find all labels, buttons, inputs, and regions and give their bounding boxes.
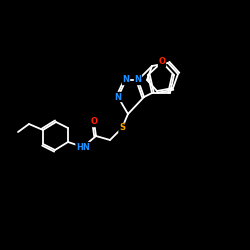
Text: O: O — [90, 118, 98, 126]
Text: S: S — [119, 124, 125, 132]
Text: N: N — [122, 76, 130, 84]
Text: N: N — [114, 92, 121, 102]
Text: HN: HN — [76, 142, 90, 152]
Text: O: O — [158, 58, 166, 66]
Text: N: N — [134, 76, 141, 84]
